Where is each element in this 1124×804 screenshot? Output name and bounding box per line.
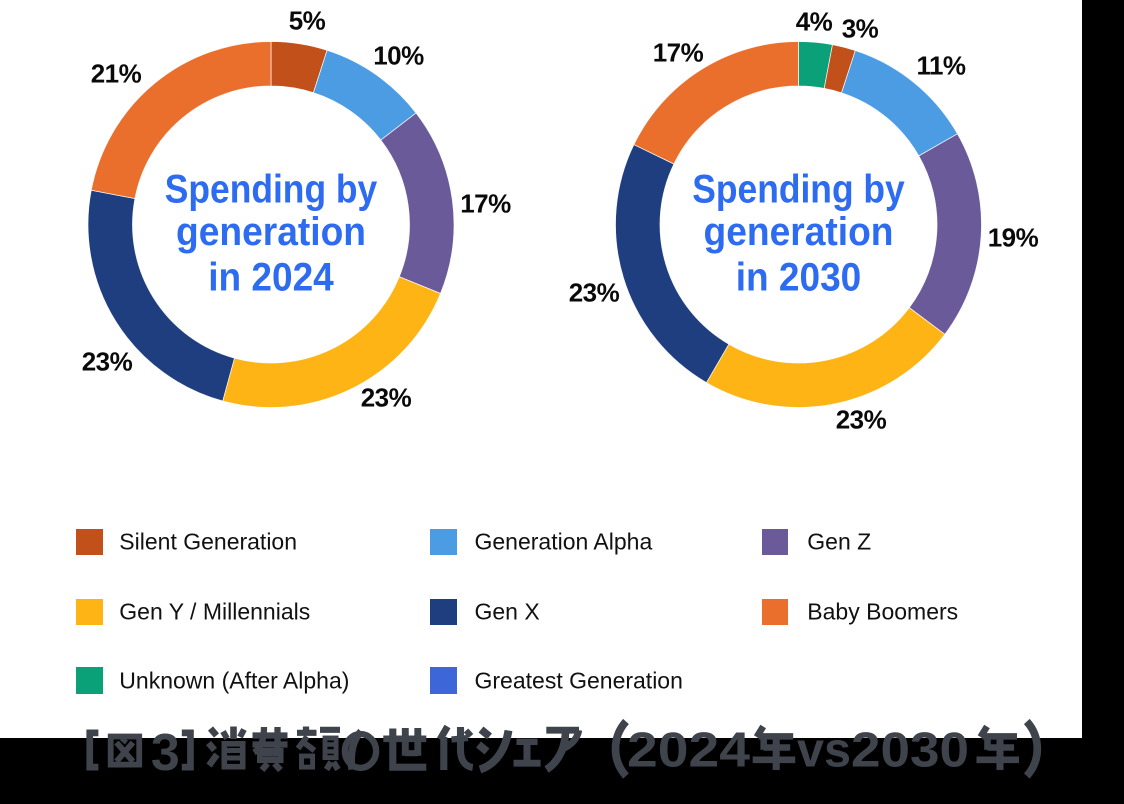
svg-text:2030: 2030 — [851, 724, 969, 778]
svg-text:vs: vs — [797, 724, 851, 778]
svg-text:generation: generation — [704, 210, 894, 254]
svg-text:Spending by: Spending by — [165, 167, 378, 211]
svg-text:3: 3 — [151, 724, 180, 782]
svg-text:generation: generation — [176, 210, 366, 254]
svg-text:Spending by: Spending by — [692, 167, 905, 211]
svg-text:2024: 2024 — [627, 724, 750, 778]
svg-text:in 2024: in 2024 — [208, 255, 334, 299]
svg-text:in 2030: in 2030 — [736, 255, 862, 299]
